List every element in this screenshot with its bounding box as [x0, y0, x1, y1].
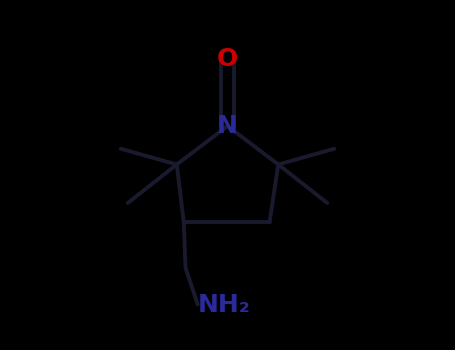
Text: NH₂: NH₂: [198, 293, 251, 316]
Text: N: N: [217, 114, 238, 138]
Text: O: O: [217, 48, 238, 71]
